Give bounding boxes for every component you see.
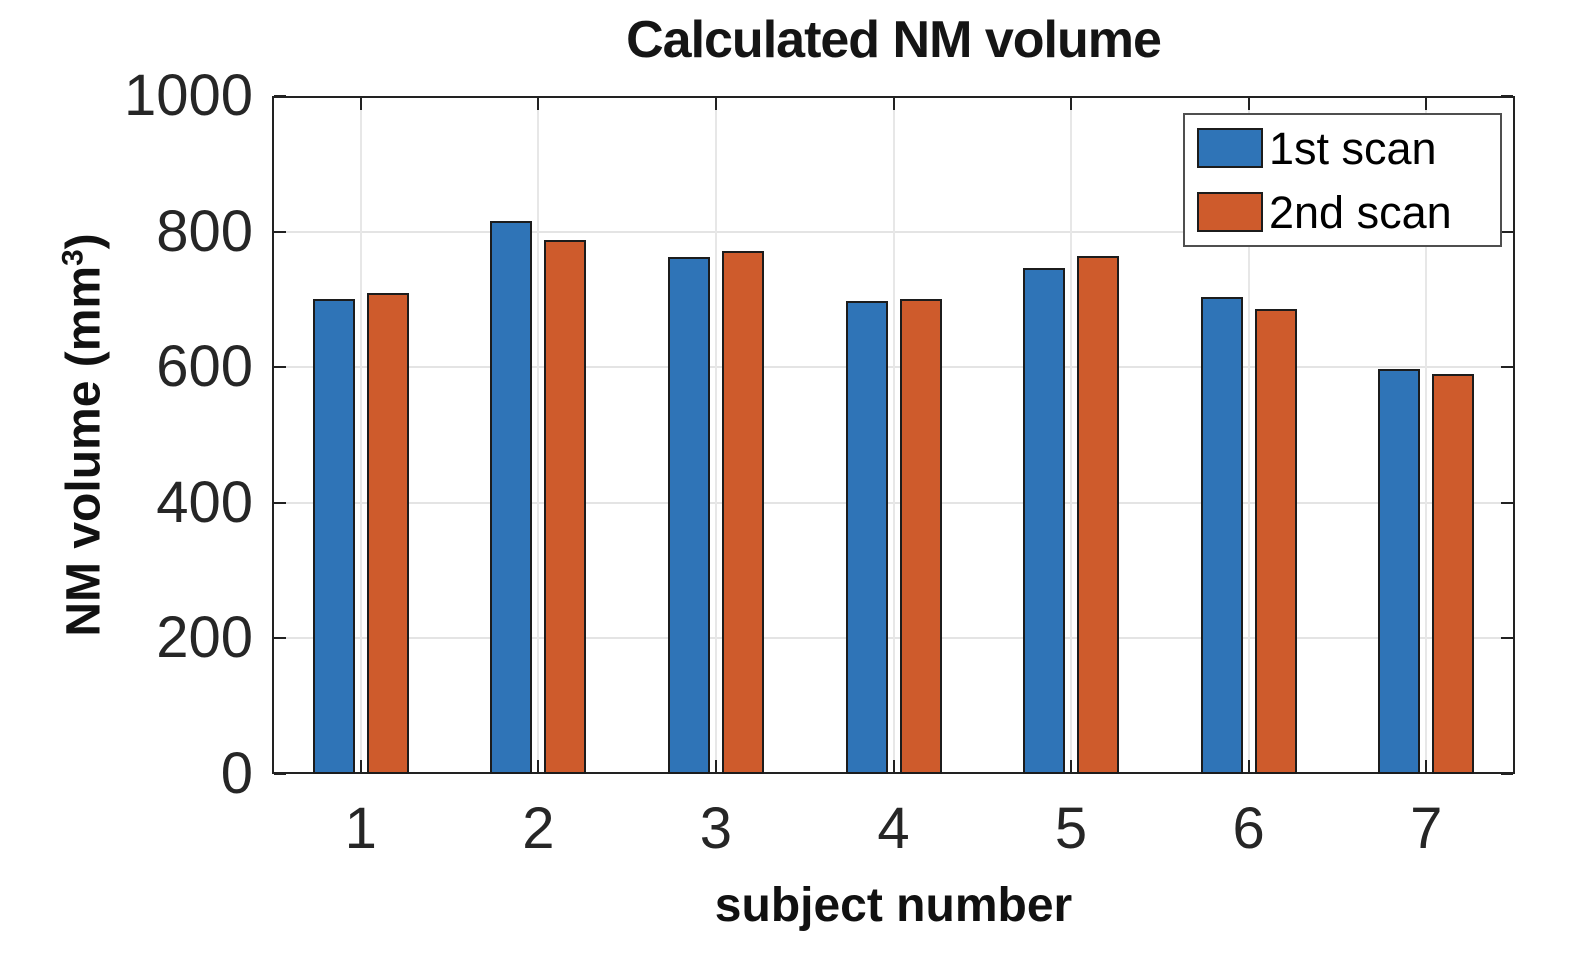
x-tick-mark (1247, 98, 1250, 110)
gridline-vertical (1247, 98, 1250, 772)
x-tick-mark (537, 760, 540, 772)
x-tick-label: 3 (699, 796, 733, 861)
y-tick-label: 0 (220, 741, 253, 806)
x-tick-mark (892, 760, 895, 772)
x-tick-label: 6 (1232, 796, 1265, 861)
bar-1st-scan-subject-6 (1200, 297, 1243, 774)
x-tick-mark (1425, 98, 1428, 110)
legend: 1st scan 2nd scan (1183, 113, 1502, 247)
y-tick-label: 200 (156, 605, 253, 671)
bar-2nd-scan-subject-4 (899, 298, 942, 774)
legend-swatch-1st-scan-icon (1197, 128, 1263, 168)
x-tick-mark (1070, 760, 1073, 772)
y-tick-mark (274, 95, 286, 97)
y-axis-label: NM volume (mm3) (57, 233, 112, 636)
x-tick-mark (1070, 98, 1073, 110)
y-tick-mark (274, 637, 286, 640)
x-tick-mark (714, 98, 717, 110)
y-tick-mark (1501, 230, 1513, 233)
y-tick-label: 600 (156, 334, 253, 400)
y-tick-mark (1501, 773, 1513, 775)
bar-1st-scan-subject-3 (667, 257, 710, 774)
x-tick-mark (892, 98, 895, 110)
y-tick-mark (1501, 501, 1513, 504)
y-tick-mark (274, 366, 286, 369)
bar-2nd-scan-subject-6 (1254, 308, 1297, 774)
bar-1st-scan-subject-4 (845, 301, 888, 774)
y-tick-label: 1000 (123, 63, 253, 128)
bar-2nd-scan-subject-1 (366, 292, 409, 774)
y-tick-mark (1501, 637, 1513, 640)
x-tick-label: 2 (522, 796, 555, 861)
bar-1st-scan-subject-5 (1023, 267, 1066, 774)
x-tick-mark (1247, 760, 1250, 772)
legend-swatch-2nd-scan-icon (1197, 192, 1263, 232)
gridline-vertical (1070, 98, 1073, 772)
chart-title: Calculated NM volume (626, 11, 1162, 69)
legend-label-1st-scan: 1st scan (1269, 122, 1437, 174)
y-tick-mark (274, 230, 286, 233)
x-axis-label: subject number (714, 879, 1073, 932)
x-tick-label: 1 (344, 796, 377, 861)
gridline-vertical (537, 98, 540, 772)
x-tick-label: 7 (1410, 796, 1443, 861)
legend-label-2nd-scan: 2nd scan (1269, 186, 1452, 238)
x-tick-mark (359, 98, 362, 110)
bar-2nd-scan-subject-7 (1432, 373, 1475, 774)
x-tick-label: 4 (877, 796, 910, 861)
bar-2nd-scan-subject-5 (1077, 256, 1120, 774)
x-tick-mark (359, 760, 362, 772)
y-tick-mark (274, 501, 286, 504)
y-tick-mark (1501, 95, 1513, 97)
gridline-vertical (1425, 98, 1428, 772)
y-tick-label: 400 (156, 469, 253, 535)
gridline-vertical (892, 98, 895, 772)
y-tick-mark (1501, 366, 1513, 369)
bar-2nd-scan-subject-2 (544, 240, 587, 774)
bar-2nd-scan-subject-3 (721, 250, 764, 774)
bar-1st-scan-subject-2 (490, 221, 533, 774)
bar-1st-scan-subject-1 (312, 299, 355, 774)
bar-1st-scan-subject-7 (1378, 368, 1421, 774)
x-tick-mark (714, 760, 717, 772)
y-axis-label-text: NM volume (mm (57, 265, 111, 637)
gridline-vertical (714, 98, 717, 772)
y-tick-label: 800 (156, 198, 253, 264)
x-tick-mark (537, 98, 540, 110)
legend-item-2nd-scan: 2nd scan (1197, 180, 1500, 244)
legend-item-1st-scan: 1st scan (1197, 116, 1500, 180)
gridline-vertical (359, 98, 362, 772)
x-tick-label: 5 (1054, 796, 1088, 861)
y-tick-mark (274, 773, 286, 775)
x-tick-mark (1425, 760, 1428, 772)
